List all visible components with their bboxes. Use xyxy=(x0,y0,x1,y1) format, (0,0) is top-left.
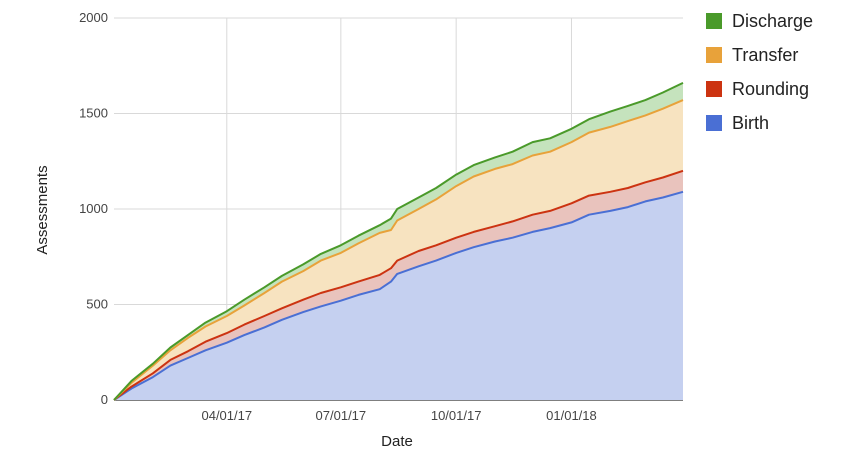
line-rounding xyxy=(113,169,684,401)
x-tick-label: 01/01/18 xyxy=(546,408,597,423)
area-transfer xyxy=(114,100,683,400)
legend-swatch-transfer xyxy=(706,47,722,63)
legend-label-rounding: Rounding xyxy=(732,79,809,99)
line-transfer xyxy=(113,99,684,401)
y-tick-label: 1500 xyxy=(79,106,108,121)
y-axis: 0 500 1000 1500 2000 xyxy=(79,10,108,407)
area-discharge xyxy=(114,82,683,401)
x-axis: 04/01/17 07/01/17 10/01/17 01/01/18 xyxy=(201,408,596,423)
legend-label-transfer: Transfer xyxy=(732,45,798,65)
legend-label-discharge: Discharge xyxy=(732,11,813,31)
y-tick-label: 1000 xyxy=(79,201,108,216)
legend-swatch-discharge xyxy=(706,13,722,29)
line-discharge xyxy=(113,81,684,401)
legend-swatch-birth xyxy=(706,115,722,131)
x-tick-label: 10/01/17 xyxy=(431,408,482,423)
legend-label-birth: Birth xyxy=(732,113,769,133)
legend: Discharge Transfer Rounding Birth xyxy=(706,11,813,133)
y-tick-label: 500 xyxy=(86,297,108,312)
y-axis-title: Assessments xyxy=(34,165,51,254)
legend-swatch-rounding xyxy=(706,81,722,97)
y-tick-label: 0 xyxy=(101,392,108,407)
x-tick-label: 04/01/17 xyxy=(201,408,252,423)
area-series xyxy=(114,82,683,401)
series-lines xyxy=(113,81,684,401)
x-axis-title: Date xyxy=(381,433,413,450)
x-tick-label: 07/01/17 xyxy=(316,408,367,423)
line-birth xyxy=(113,190,684,401)
area-rounding xyxy=(114,170,683,400)
y-tick-label: 2000 xyxy=(79,10,108,25)
area-birth xyxy=(114,191,683,400)
